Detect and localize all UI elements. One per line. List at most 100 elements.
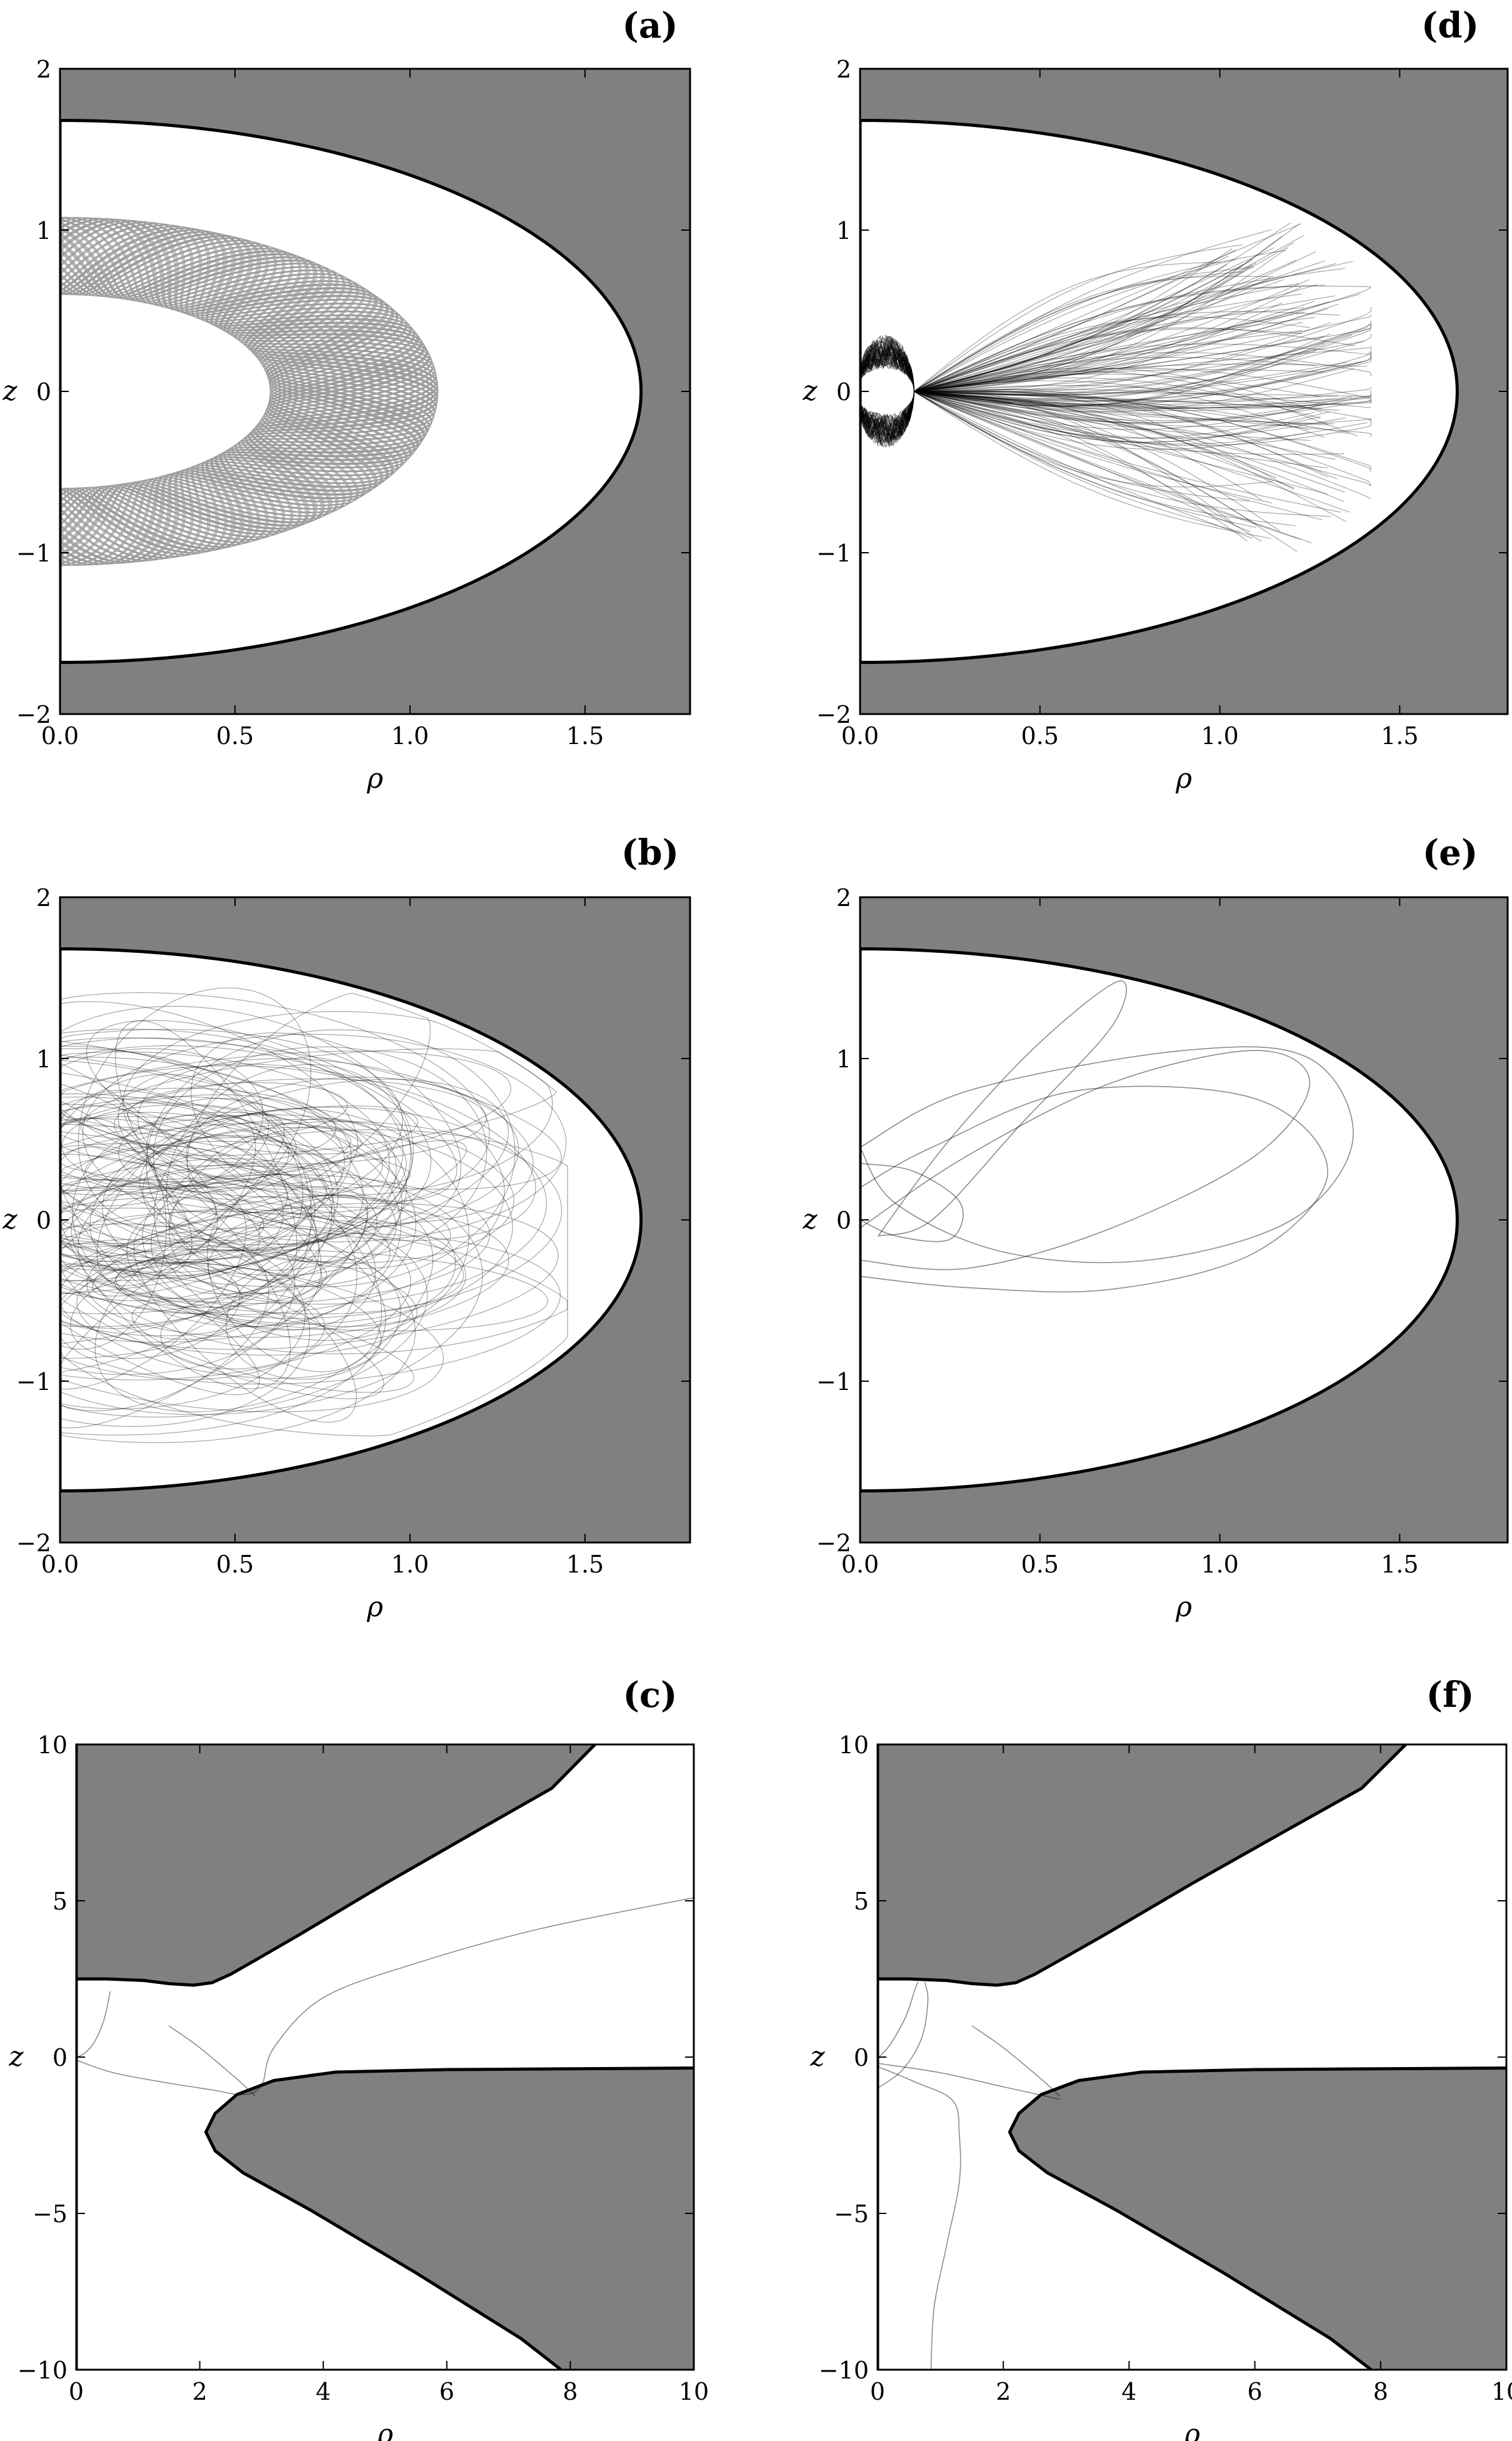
zero-velocity-boundary	[60, 119, 643, 664]
x-tick-label: 0.0	[41, 1551, 79, 1578]
panel-label: (e)	[1423, 832, 1478, 873]
panel-b: 0.0 0.5 1.0 1.5 −2 −1 0 1 2 ρ z (b)	[2, 832, 691, 1623]
y-tick-label: −2	[816, 701, 851, 728]
trajectory-loop-5	[860, 1162, 964, 1242]
x-tick-label: 2	[996, 2378, 1011, 2405]
boundary-upper	[878, 1744, 1407, 1987]
panel-a: 0.0 0.5 1.0 1.5 −2 −1 0 1 2 ρ z (a)	[2, 5, 691, 795]
boundary-upper	[76, 1744, 596, 1987]
x-tick-label: 1.0	[391, 1551, 429, 1578]
forbidden-region	[860, 69, 1508, 714]
plot-area	[878, 1744, 1506, 2370]
panel-f: 0 2 4 6 8 10 −10 −5 0 5 10 ρ z (f)	[809, 1674, 1512, 2441]
forbidden-region	[60, 69, 690, 714]
x-tick-label: 1.0	[1201, 722, 1238, 750]
y-tick-label: 0	[836, 1207, 851, 1234]
y-tick-label: −5	[834, 2200, 869, 2228]
x-tick-label: 0.5	[1021, 1551, 1059, 1578]
y-tick-label: −10	[819, 2357, 869, 2384]
trajectory-loop-2	[860, 1050, 1311, 1271]
x-axis-label: ρ	[1175, 1591, 1192, 1623]
x-tick-label: 0	[870, 2378, 885, 2405]
trajectory	[60, 216, 439, 566]
y-tick-label: 0	[36, 378, 51, 406]
x-tick-label: 0.5	[216, 722, 254, 750]
x-tick-label: 0.5	[216, 1551, 254, 1578]
x-tick-label: 8	[1373, 2378, 1388, 2405]
plot-area	[860, 897, 1508, 1543]
y-tick-label: −1	[816, 1368, 851, 1396]
y-tick-label: −1	[16, 1368, 51, 1396]
x-tick-label: 1.5	[566, 722, 604, 750]
y-axis-label: z	[802, 375, 818, 407]
zero-velocity-boundary	[60, 947, 643, 1492]
y-tick-label: 10	[38, 1731, 68, 1759]
forbidden-region-lower	[1009, 2068, 1506, 2370]
x-tick-label: 1.5	[566, 1551, 604, 1578]
x-tick-label: 10	[679, 2378, 709, 2405]
y-axis-label: z	[8, 2041, 24, 2073]
y-tick-label: −5	[33, 2200, 68, 2228]
x-tick-label: 4	[316, 2378, 331, 2405]
x-tick-label: 2	[193, 2378, 208, 2405]
panel-c: 0 2 4 6 8 10 −10 −5 0 5 10 ρ z (c)	[8, 1674, 709, 2441]
x-tick-label: 6	[439, 2378, 454, 2405]
plot-area	[60, 69, 690, 714]
y-tick-label: 5	[854, 1888, 869, 1915]
trajectory-5	[971, 2025, 1061, 2097]
boundary-lower	[1008, 2066, 1506, 2370]
x-axis-label: ρ	[366, 1591, 383, 1623]
panel-label: (b)	[621, 832, 679, 873]
panel-label: (c)	[623, 1674, 677, 1716]
x-axis-label: ρ	[376, 2418, 393, 2441]
y-tick-label: 2	[36, 884, 51, 912]
trajectory	[860, 223, 1371, 552]
x-tick-label: 1.5	[1381, 1551, 1418, 1578]
boundary-lower	[204, 2066, 694, 2370]
trajectory-loop-3	[878, 980, 1127, 1237]
plot-area	[60, 897, 690, 1543]
trajectory-3	[168, 2025, 256, 2097]
x-tick-label: 0.5	[1021, 722, 1059, 750]
y-axis-label: z	[809, 2041, 825, 2073]
x-tick-label: 1.0	[1201, 1551, 1238, 1578]
y-tick-label: 0	[53, 2044, 68, 2071]
trajectory-4	[878, 2063, 1060, 2100]
x-tick-label: 0.0	[841, 1551, 879, 1578]
forbidden-region-lower	[206, 2068, 694, 2370]
x-tick-label: 0.0	[41, 722, 79, 750]
y-tick-label: 10	[839, 1731, 869, 1759]
plot-area	[860, 69, 1508, 714]
panel-label: (a)	[622, 5, 678, 46]
panel-e: 0.0 0.5 1.0 1.5 −2 −1 0 1 2 ρ z (e)	[802, 832, 1509, 1623]
y-tick-label: 1	[36, 217, 51, 244]
forbidden-region-upper	[76, 1744, 595, 1985]
y-tick-label: 2	[836, 56, 851, 83]
y-tick-label: 0	[854, 2044, 869, 2071]
forbidden-region	[60, 897, 690, 1543]
y-tick-label: −2	[816, 1529, 851, 1557]
y-tick-label: −1	[16, 540, 51, 567]
trajectory-3	[878, 1981, 929, 2089]
y-tick-label: 0	[836, 378, 851, 406]
x-axis-label: ρ	[366, 763, 383, 795]
trajectory	[60, 987, 568, 1443]
x-tick-label: 8	[563, 2378, 578, 2405]
panel-label: (d)	[1421, 5, 1479, 46]
y-tick-label: −10	[18, 2357, 68, 2384]
y-tick-label: 1	[836, 1045, 851, 1073]
trajectory	[860, 980, 1354, 1293]
trajectory-2	[878, 2066, 961, 2370]
y-axis-label: z	[2, 375, 18, 407]
x-tick-label: 0	[69, 2378, 84, 2405]
trajectory-2	[76, 1897, 694, 2095]
y-tick-label: −1	[816, 540, 851, 567]
y-tick-label: 1	[36, 1045, 51, 1073]
trajectory-1	[878, 1981, 919, 2058]
zero-velocity-boundary	[860, 947, 1459, 1492]
zero-velocity-boundary	[860, 119, 1459, 664]
panel-d: 0.0 0.5 1.0 1.5 −2 −1 0 1 2 ρ z (d)	[802, 5, 1509, 795]
x-tick-label: 10	[1491, 2378, 1512, 2405]
forbidden-region-upper	[878, 1744, 1406, 1985]
